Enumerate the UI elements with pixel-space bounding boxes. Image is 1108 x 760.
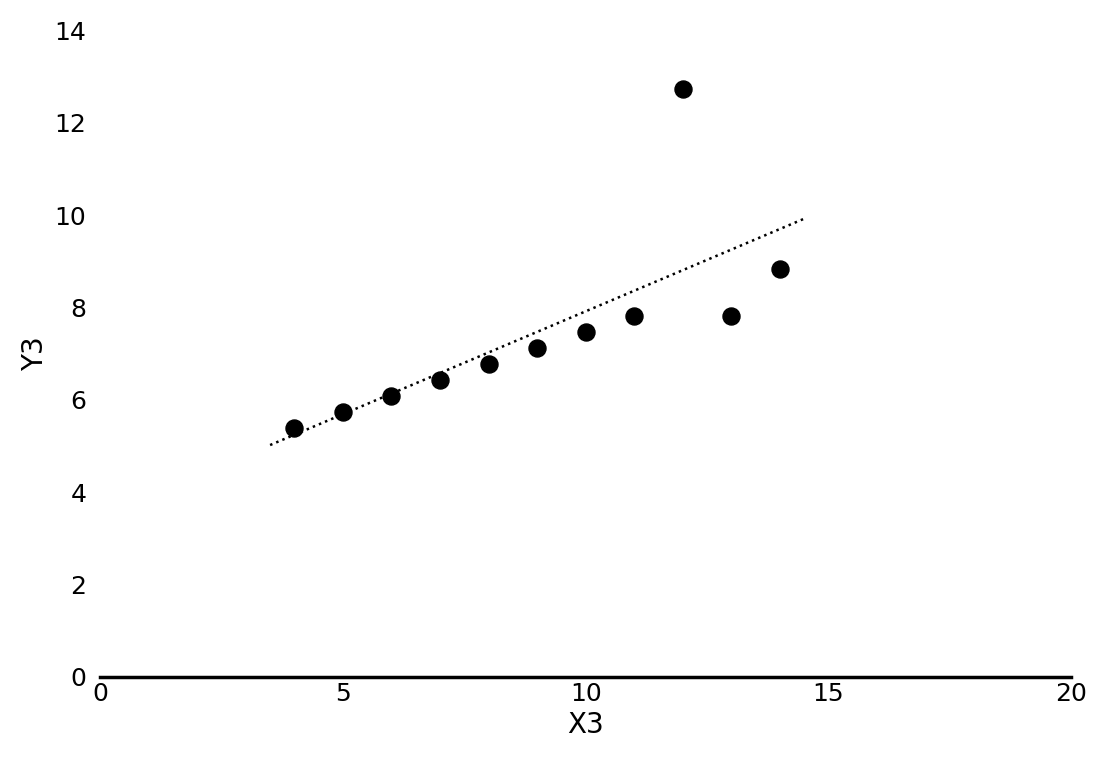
Point: [771, 262, 789, 274]
Point: [431, 374, 449, 386]
Point: [722, 310, 740, 322]
Y-axis label: Y3: Y3: [21, 336, 49, 371]
X-axis label: X3: X3: [567, 711, 604, 739]
Point: [480, 358, 497, 370]
Point: [382, 390, 400, 402]
Point: [286, 422, 304, 434]
Point: [577, 326, 595, 338]
Point: [625, 310, 643, 322]
Point: [674, 82, 691, 94]
Point: [334, 406, 351, 418]
Point: [529, 343, 546, 355]
